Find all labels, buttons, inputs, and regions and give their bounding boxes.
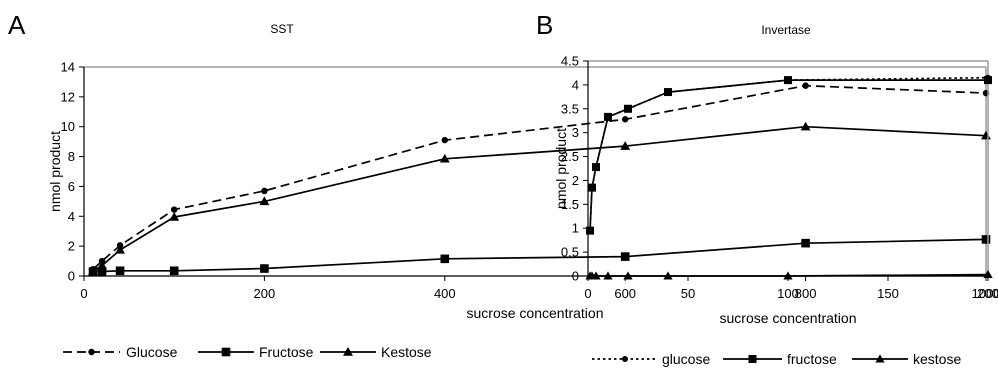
data-point-fructose [784, 76, 792, 85]
data-point-kestose [259, 196, 270, 206]
data-point-fructose [604, 112, 612, 121]
y-tick-label: 8 [68, 149, 75, 164]
legend-label-fructose: Fructose [259, 344, 314, 360]
y-tick-label: 0 [68, 269, 75, 284]
panel-letter-a: A [8, 10, 26, 40]
data-point-glucose [441, 136, 449, 144]
data-point-kestose [623, 271, 633, 280]
data-point-kestose [983, 269, 993, 279]
data-point-fructose [620, 252, 630, 261]
y-tick-label: 6 [68, 179, 75, 194]
data-point-kestose [620, 141, 631, 150]
x-tick-label: 200 [977, 286, 998, 301]
data-point-fructose [169, 266, 179, 276]
y-tick-label: 0.5 [561, 245, 579, 260]
y-tick-label: 4 [572, 77, 579, 92]
y-tick-label: 2 [68, 239, 75, 254]
data-point-fructose [624, 104, 632, 113]
data-point-kestose [97, 260, 107, 270]
legend-marker-kestose [875, 354, 885, 363]
legend-marker-fructose [748, 355, 757, 363]
x-tick-label: 200 [254, 286, 276, 301]
series-line-fructose [93, 238, 987, 273]
y-tick-label: 14 [61, 60, 75, 75]
y-tick-label: 2 [572, 173, 579, 188]
chart-title: Invertase [761, 23, 811, 37]
x-tick-label: 400 [434, 286, 456, 301]
legend-label-fructose: fructose [787, 351, 837, 367]
data-point-kestose [439, 153, 450, 163]
data-point-fructose [440, 254, 450, 264]
data-point-kestose [88, 266, 98, 276]
y-tick-label: 0 [572, 269, 579, 284]
legend-label-kestose: kestose [913, 351, 961, 367]
x-axis-label: sucrose concentration [467, 305, 604, 321]
y-tick-label: 10 [61, 119, 75, 134]
legend-marker-fructose [221, 347, 231, 357]
legend-label-kestose: Kestose [381, 344, 432, 360]
x-tick-label: 1000 [972, 286, 998, 301]
x-tick-label: 0 [80, 286, 87, 301]
x-tick-label: 0 [584, 286, 591, 301]
y-tick-label: 1.5 [561, 197, 579, 212]
legend-marker-kestose [343, 347, 353, 356]
legend-label-glucose: Glucose [126, 344, 178, 360]
data-point-kestose [169, 212, 180, 221]
data-point-kestose [115, 244, 126, 254]
data-point-glucose [170, 206, 178, 213]
data-point-kestose [591, 271, 601, 280]
data-point-kestose [800, 121, 811, 131]
data-point-fructose [260, 264, 269, 273]
y-tick-label: 2.5 [561, 149, 579, 164]
y-tick-label: 4 [68, 209, 75, 224]
y-tick-label: 3 [572, 125, 579, 140]
series-line-fructose [589, 79, 988, 231]
chart-invertase: 0 0.5 1 1.5 2 2.5 3 3.5 4 4.5 0 50 100 150 200 Invertas… [553, 23, 998, 367]
data-point-fructose [801, 238, 810, 248]
series-line-glucose [92, 84, 987, 270]
data-point-fructose [115, 266, 125, 276]
x-axis-label: sucrose concentration [720, 310, 857, 326]
data-point-fructose [664, 88, 672, 97]
legend-marker-glucose [622, 356, 628, 362]
data-point-fructose [592, 163, 600, 172]
data-point-fructose [97, 267, 107, 276]
data-point-kestose [663, 271, 673, 280]
data-point-glucose [621, 116, 629, 123]
data-point-glucose [261, 187, 268, 195]
y-tick-label: 4.5 [561, 54, 579, 69]
data-point-glucose [802, 82, 809, 89]
y-tick-label: 3.5 [561, 101, 579, 116]
chart-title: SST [270, 22, 294, 36]
x-tick-label: 600 [614, 286, 636, 301]
data-point-fructose [981, 235, 991, 244]
x-tick-label: 50 [681, 286, 695, 301]
y-axis-label: nmol product [553, 128, 569, 209]
data-point-kestose [603, 271, 613, 280]
y-tick-label: 12 [61, 89, 75, 104]
data-point-fructose [586, 226, 594, 235]
y-axis-label: nmol product [47, 131, 63, 212]
panel-letter-b: B [536, 10, 554, 40]
x-tick-label: 800 [795, 286, 817, 301]
y-tick-label: 1 [572, 221, 579, 236]
legend-label-glucose: glucose [662, 351, 710, 367]
x-tick-label: 150 [877, 286, 899, 301]
x-tick-label: 100 [777, 286, 799, 301]
data-point-kestose [783, 271, 793, 280]
legend-marker-glucose [88, 348, 95, 356]
data-point-fructose [588, 183, 596, 192]
data-point-fructose [984, 76, 992, 85]
